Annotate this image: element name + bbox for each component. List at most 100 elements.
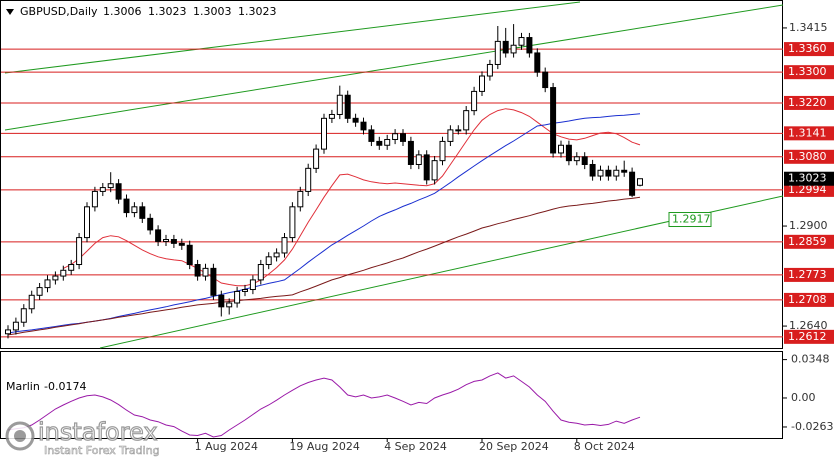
y-tick-label: 1.3415 (789, 21, 828, 34)
candle-body (463, 110, 470, 131)
candle-body (273, 252, 280, 258)
indicator-title: Marlin (6, 380, 40, 393)
indicator-line (7, 372, 641, 438)
y-tick-label: 0.0348 (791, 353, 830, 366)
x-tick-label: 4 Sep 2024 (384, 440, 447, 453)
channel-line (4, 4, 784, 131)
candle-body (281, 237, 288, 254)
candle-body (321, 117, 327, 150)
candle-body (534, 52, 541, 73)
candle-body (155, 229, 162, 242)
x-tick-label: 19 Aug 2024 (289, 440, 359, 453)
candle-body (313, 148, 320, 169)
candle-body (510, 44, 517, 54)
current-price-label: 1.3023 (788, 172, 827, 185)
candle-body (257, 264, 264, 281)
candle-body (455, 129, 462, 132)
candle-body (368, 129, 375, 142)
candle-body (20, 308, 27, 323)
candle-body (265, 256, 272, 266)
candle-body (400, 133, 406, 142)
candle-body (91, 190, 98, 208)
logo-icon-core (14, 430, 26, 442)
level-label-box (784, 182, 834, 197)
candle-body (163, 239, 169, 242)
candle-body (392, 133, 399, 140)
ohlc-close: 1.3023 (238, 5, 277, 18)
candle-body (76, 237, 83, 266)
candle-body (439, 140, 446, 162)
candle-body (226, 302, 233, 308)
level-label-box (784, 95, 834, 110)
candle-body (573, 156, 580, 162)
candle-body (328, 113, 335, 119)
ohlc-low: 1.3003 (193, 5, 232, 18)
candle-body (249, 279, 256, 291)
candle-body (494, 40, 501, 65)
candle-body (12, 321, 19, 331)
candle-body (242, 289, 248, 292)
level-label: 1.3360 (788, 42, 827, 55)
candle-body (486, 63, 493, 77)
candle-body (597, 169, 604, 177)
level-label: 1.2708 (788, 293, 827, 306)
watermark: instaforex Instant Forex Trading (5, 417, 160, 457)
indicator-frame (0, 351, 783, 439)
current-price-box (784, 171, 834, 186)
candle-body (360, 121, 367, 131)
candle-body (218, 294, 225, 308)
ohlc-open: 1.3006 (103, 5, 142, 18)
candle-body (202, 267, 209, 277)
channel-line (4, 1, 581, 74)
level-label: 1.2859 (788, 235, 827, 248)
candle-body (289, 206, 296, 239)
ma-line (7, 196, 641, 336)
candle-body (376, 140, 383, 146)
level-label: 1.2773 (788, 268, 827, 281)
candle-body (581, 156, 588, 165)
trendline-label: 1.2917 (672, 213, 711, 226)
candle-body (28, 294, 35, 310)
ohlc-high: 1.3023 (148, 5, 187, 18)
level-label-box (784, 149, 834, 164)
level-label: 1.3300 (788, 65, 827, 78)
level-label-box (784, 329, 834, 344)
level-label-box (784, 42, 834, 57)
candle-body (139, 206, 146, 219)
candle-body (479, 75, 485, 92)
level-label: 1.3141 (788, 126, 827, 139)
candle-body (344, 94, 351, 119)
x-tick-label: 8 Oct 2024 (574, 440, 635, 453)
candle-body (415, 154, 422, 165)
y-tick-label: -0.0263 (791, 420, 833, 433)
candle-body (147, 217, 154, 231)
candle-body (613, 169, 620, 177)
candle-body (629, 171, 636, 196)
level-label-box (784, 234, 834, 249)
indicator-value: -0.0174 (44, 380, 86, 393)
level-label: 1.3220 (788, 96, 827, 109)
candle-body (107, 183, 114, 189)
level-label-box (784, 267, 834, 282)
y-tick-label: 0.00 (791, 391, 816, 404)
y-tick-label: 1.2640 (789, 319, 828, 332)
level-label-box (784, 126, 834, 141)
candle-body (384, 138, 391, 146)
candle-body (210, 267, 217, 296)
candle-body (5, 329, 11, 335)
candle-body (186, 244, 193, 266)
level-label-box (784, 292, 834, 307)
candle-body (115, 183, 122, 200)
candle-body (131, 206, 138, 214)
candle-body (234, 290, 241, 304)
candle-body (352, 117, 359, 123)
candle-body (502, 40, 509, 54)
level-label: 1.2994 (788, 183, 827, 196)
level-label: 1.3080 (788, 150, 827, 163)
chart-title: GBPUSD,Daily (20, 5, 98, 18)
candle-body (471, 90, 478, 112)
level-label-box (784, 65, 834, 80)
